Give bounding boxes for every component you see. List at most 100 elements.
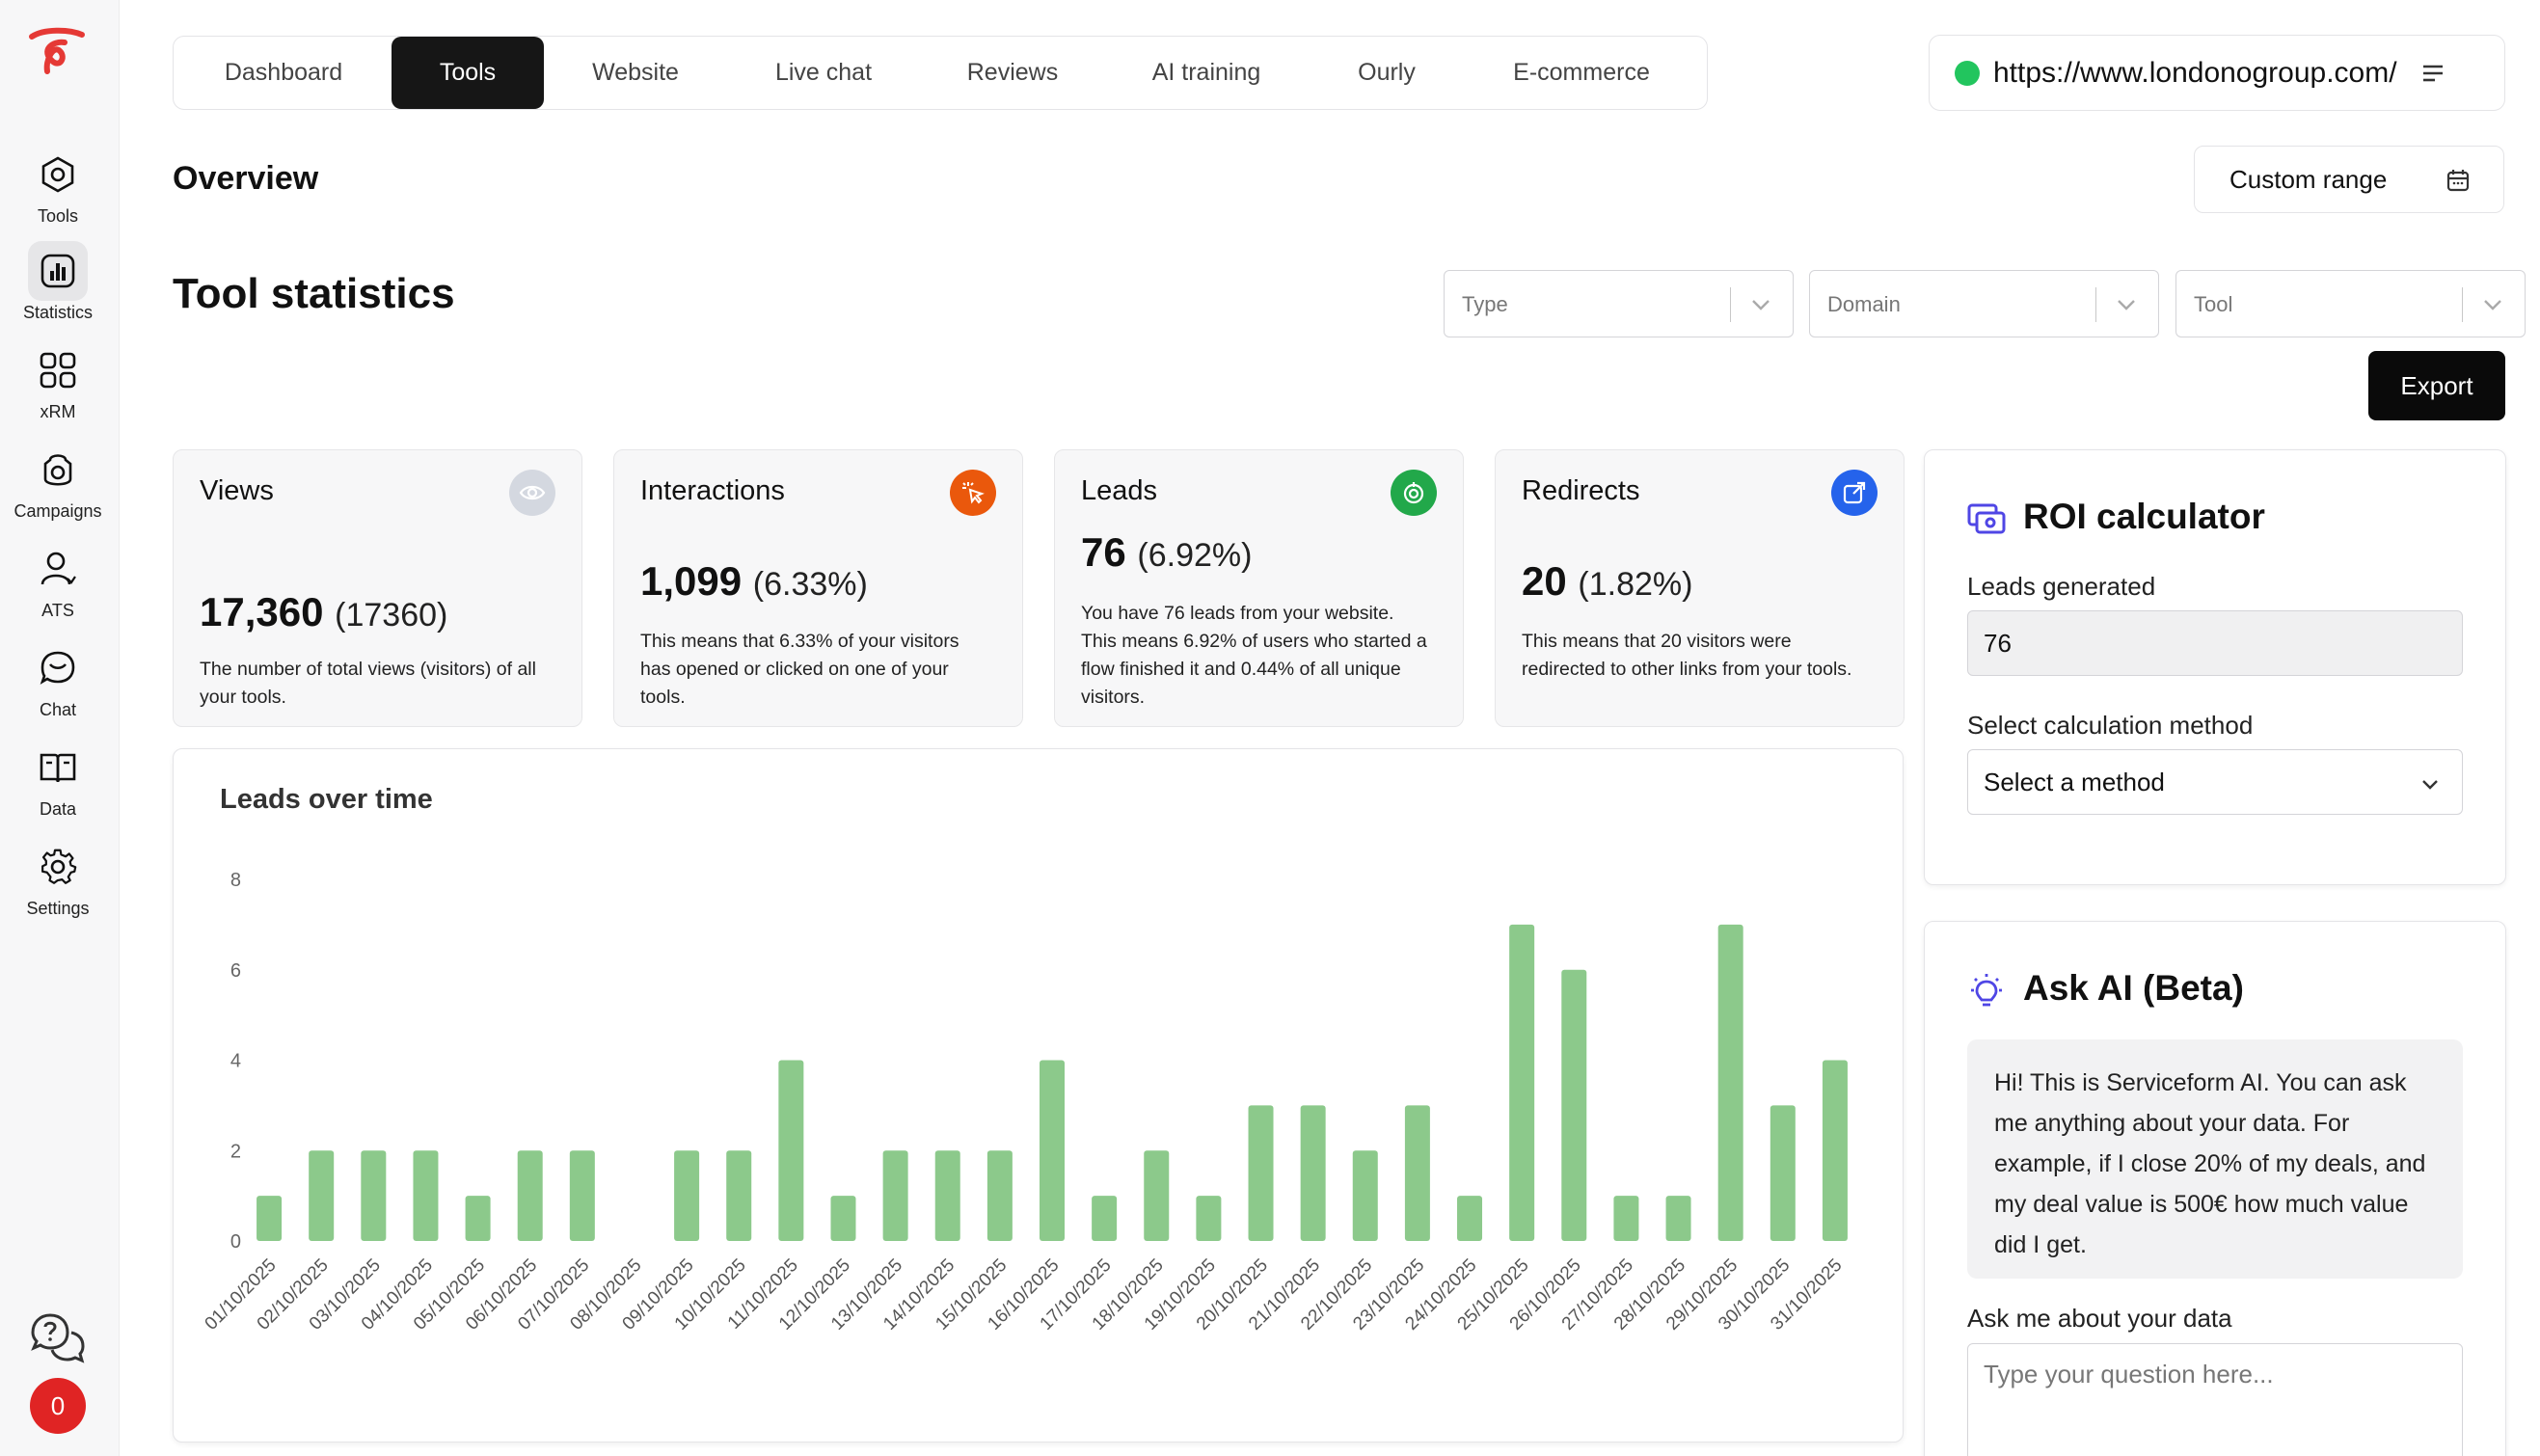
sidebar-item-chat[interactable]: Chat <box>0 638 116 735</box>
chart-bar[interactable] <box>778 1060 804 1242</box>
chart-bar[interactable] <box>1092 1196 1118 1241</box>
page-title: Overview <box>173 160 319 197</box>
chart-bar[interactable] <box>882 1150 908 1241</box>
chart-bar[interactable] <box>517 1150 543 1241</box>
chart-bar[interactable] <box>830 1196 856 1241</box>
chart-bar[interactable] <box>1613 1196 1639 1241</box>
sidebar-item-xrm[interactable]: xRM <box>0 340 116 437</box>
tab-tools[interactable]: Tools <box>392 37 544 109</box>
chart-bar[interactable] <box>1040 1060 1065 1242</box>
chart-bar[interactable] <box>1196 1196 1222 1241</box>
stat-description: The number of total views (visitors) of … <box>200 659 536 708</box>
roi-calculator-card: ROI calculator Leads generated 76 Select… <box>1924 449 2506 885</box>
ai-message: Hi! This is Serviceform AI. You can ask … <box>1967 1039 2463 1279</box>
chart-bar[interactable] <box>1300 1105 1326 1241</box>
leads-generated-input[interactable]: 76 <box>1967 610 2463 676</box>
stat-description: This means that 6.33% of your visitors h… <box>640 631 959 708</box>
select-placeholder: Type <box>1462 292 1508 316</box>
tab-ai-training[interactable]: AI training <box>1151 59 1261 86</box>
chart-bar[interactable] <box>1404 1105 1430 1241</box>
sidebar-item-tools[interactable]: Tools <box>0 145 116 241</box>
ask-question-label: Ask me about your data <box>1967 1304 2232 1333</box>
external-link-icon <box>1831 470 1878 516</box>
site-selector[interactable]: https://www.londonogroup.com/ <box>1929 35 2505 111</box>
stat-title: Views <box>200 475 274 506</box>
custom-range-button[interactable]: Custom range <box>2194 146 2504 213</box>
sidebar-item-campaigns[interactable]: Campaigns <box>0 440 116 536</box>
redirects-card: Redirects 20 (1.82%) This means that 20 … <box>1495 449 1905 727</box>
user-icon <box>28 539 88 599</box>
chart-bar[interactable] <box>569 1150 595 1241</box>
leads-over-time-card: Leads over time 0 2 4 6 8 01/10/2025 02/10/202… <box>173 748 1904 1443</box>
sidebar-item-statistics[interactable]: Statistics <box>0 241 116 337</box>
sidebar-item-label: xRM <box>40 402 76 421</box>
export-button[interactable]: Export <box>2368 351 2505 420</box>
chart-bar[interactable] <box>1248 1105 1274 1241</box>
chart-bar[interactable] <box>1352 1150 1378 1241</box>
y-tick-label: 8 <box>230 870 241 891</box>
top-tabs: Dashboard Tools Website Live chat Review… <box>173 36 1708 110</box>
calculation-method-select[interactable]: Select a method <box>1967 749 2463 815</box>
stat-value: 17,360 (17360) <box>200 589 447 635</box>
divider <box>1730 287 1731 322</box>
chart-bar[interactable] <box>674 1150 700 1241</box>
chart-bar[interactable] <box>726 1150 752 1241</box>
select-value: Select a method <box>1984 767 2165 796</box>
sidebar-item-ats[interactable]: ATS <box>0 539 116 635</box>
sidebar-item-data[interactable]: Data <box>0 738 116 834</box>
tab-reviews[interactable]: Reviews <box>966 59 1059 86</box>
tab-dashboard[interactable]: Dashboard <box>224 59 343 86</box>
hexagon-gear-icon <box>28 145 88 204</box>
y-tick-label: 4 <box>230 1051 241 1072</box>
tab-e-commerce[interactable]: E-commerce <box>1513 59 1650 86</box>
sidebar-item-label: Statistics <box>22 303 94 322</box>
help-chat-icon[interactable] <box>29 1309 87 1367</box>
stat-title: Interactions <box>640 475 785 506</box>
question-input[interactable]: Type your question here... <box>1967 1343 2463 1456</box>
chart-bar[interactable] <box>1144 1150 1170 1241</box>
brand-logo[interactable] <box>26 27 90 77</box>
tab-live-chat[interactable]: Live chat <box>774 59 873 86</box>
chart-bar[interactable] <box>465 1196 491 1241</box>
notification-badge[interactable]: 0 <box>30 1378 86 1434</box>
stat-number: 76 <box>1081 529 1126 575</box>
chart-bar[interactable] <box>1509 924 1535 1241</box>
sidebar-item-label: Campaigns <box>14 501 102 521</box>
tool-filter-select[interactable]: Tool <box>2175 270 2526 337</box>
sidebar-item-label: ATS <box>41 601 74 620</box>
stat-title: Leads <box>1081 475 1158 506</box>
chart-bar[interactable] <box>257 1196 283 1241</box>
chart-bar[interactable] <box>1665 1196 1691 1241</box>
chart-bar[interactable] <box>309 1150 335 1241</box>
type-filter-select[interactable]: Type <box>1444 270 1794 337</box>
menu-icon[interactable] <box>2420 61 2445 86</box>
chart-bar[interactable] <box>1717 924 1743 1241</box>
y-tick-label: 0 <box>230 1231 241 1253</box>
cursor-click-icon <box>950 470 996 516</box>
section-title: Tool statistics <box>173 270 455 317</box>
tab-ourly[interactable]: Ourly <box>1358 59 1416 86</box>
calculator-cards-icon <box>1967 503 2006 534</box>
chart-bar[interactable] <box>1561 969 1587 1241</box>
stat-number: 1,099 <box>640 558 743 604</box>
sidebar-item-settings[interactable]: Settings <box>0 837 116 933</box>
chart-bar[interactable] <box>1457 1196 1483 1241</box>
chat-icon <box>28 638 88 698</box>
chart-bar[interactable] <box>1770 1105 1796 1241</box>
chart-bar[interactable] <box>361 1150 387 1241</box>
select-placeholder: Domain <box>1827 292 1901 316</box>
sidebar-item-label: Tools <box>37 206 79 226</box>
tab-website[interactable]: Website <box>592 59 679 86</box>
stat-number: 17,360 <box>200 589 324 634</box>
chevron-down-icon <box>1752 300 1770 310</box>
leads-generated-label: Leads generated <box>1967 572 2156 601</box>
chart-bar[interactable] <box>986 1150 1013 1241</box>
chart-bar[interactable] <box>934 1150 960 1241</box>
stat-description: You have 76 leads from your website. Thi… <box>1081 603 1427 708</box>
campaign-icon <box>28 440 88 499</box>
chart-bar[interactable] <box>1822 1060 1848 1242</box>
domain-filter-select[interactable]: Domain <box>1809 270 2159 337</box>
site-status-indicator <box>1955 60 1980 86</box>
stat-value: 76 (6.92%) <box>1081 529 1252 576</box>
chart-bar[interactable] <box>413 1150 439 1241</box>
